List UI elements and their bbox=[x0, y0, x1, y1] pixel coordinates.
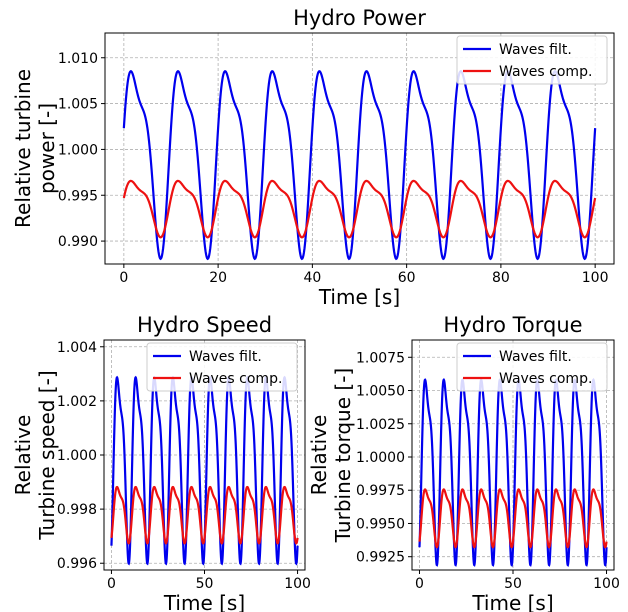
x-axis-label: Time [s] bbox=[318, 285, 400, 309]
y-tick-label: 1.004 bbox=[57, 340, 97, 356]
y-tick-label: 1.0000 bbox=[356, 450, 405, 466]
y-axis-label-line-0: Relative bbox=[11, 415, 35, 496]
x-tick-label: 50 bbox=[196, 576, 214, 592]
x-tick-label: 50 bbox=[504, 576, 522, 592]
y-tick-label: 0.990 bbox=[58, 234, 98, 250]
x-tick-label: 100 bbox=[284, 576, 311, 592]
legend: Waves filt. Waves comp. bbox=[456, 35, 608, 85]
legend-box bbox=[456, 342, 608, 392]
y-tick-label: 0.995 bbox=[58, 188, 98, 204]
y-axis-label-line-0: Relative turbine bbox=[11, 69, 35, 228]
x-axis-label: Time [s] bbox=[471, 591, 553, 612]
y-tick-label: 0.998 bbox=[57, 502, 97, 518]
chart-title: Hydro Torque bbox=[443, 313, 582, 337]
chart-title: Hydro Speed bbox=[137, 313, 272, 337]
y-tick-label: 0.996 bbox=[57, 556, 97, 572]
legend-label-0: Waves filt. bbox=[189, 349, 262, 365]
legend-label-1: Waves comp. bbox=[499, 64, 592, 80]
x-axis-label: Time [s] bbox=[163, 591, 245, 612]
series-line-1 bbox=[418, 488, 608, 549]
y-tick-label: 1.005 bbox=[58, 97, 98, 113]
x-tick-label: 20 bbox=[209, 270, 227, 286]
x-tick-label: 0 bbox=[415, 576, 424, 592]
axes-frame bbox=[104, 32, 615, 265]
legend-label-0: Waves filt. bbox=[499, 349, 572, 365]
y-tick-label: 1.010 bbox=[58, 51, 98, 67]
legend: Waves filt. Waves comp. bbox=[146, 342, 298, 392]
x-tick-label: 0 bbox=[107, 576, 116, 592]
legend-label-1: Waves comp. bbox=[189, 371, 282, 387]
x-tick-label: 100 bbox=[593, 576, 620, 592]
chart-title: Hydro Power bbox=[293, 6, 426, 30]
chart-panel-1: 0 50 100 0.996 0.998 1.000 1.002 1.004 Hydro Spe… bbox=[11, 313, 311, 612]
y-tick-label: 0.9925 bbox=[356, 550, 405, 566]
chart-panel-0: 0 20 40 60 80 100 0.990 0.995 1.000 1.005 1.010 Hyd… bbox=[11, 6, 615, 309]
y-axis-label-line-1: Turbine speed [-] bbox=[35, 370, 59, 540]
y-tick-label: 0.9950 bbox=[356, 516, 405, 532]
series-line-1 bbox=[122, 179, 597, 239]
x-tick-label: 60 bbox=[398, 270, 416, 286]
y-tick-label: 1.000 bbox=[58, 142, 98, 158]
legend-box bbox=[146, 342, 298, 392]
y-tick-label: 1.000 bbox=[57, 448, 97, 464]
y-axis-label-line-0: Relative bbox=[307, 415, 331, 496]
y-tick-label: 1.0050 bbox=[356, 384, 405, 400]
y-axis-label-line-1: Turbine torque [-] bbox=[331, 368, 355, 543]
y-tick-label: 1.0075 bbox=[356, 350, 405, 366]
y-axis-label-line-1: power [-] bbox=[35, 103, 59, 194]
legend: Waves filt. Waves comp. bbox=[456, 342, 608, 392]
y-tick-label: 1.002 bbox=[57, 394, 97, 410]
chart-panel-2: 0 50 100 0.9925 0.9950 0.9975 1.0000 1.0025 1.00… bbox=[307, 313, 620, 612]
y-tick-label: 0.9975 bbox=[356, 483, 405, 499]
legend-box bbox=[456, 35, 608, 85]
y-tick-label: 1.0025 bbox=[356, 417, 405, 433]
x-tick-label: 40 bbox=[303, 270, 321, 286]
legend-label-0: Waves filt. bbox=[499, 42, 572, 58]
x-tick-label: 100 bbox=[582, 270, 609, 286]
x-tick-label: 0 bbox=[119, 270, 128, 286]
series-line-0 bbox=[122, 70, 597, 261]
x-tick-label: 80 bbox=[492, 270, 510, 286]
legend-label-1: Waves comp. bbox=[499, 371, 592, 387]
series-line-1 bbox=[110, 485, 299, 545]
